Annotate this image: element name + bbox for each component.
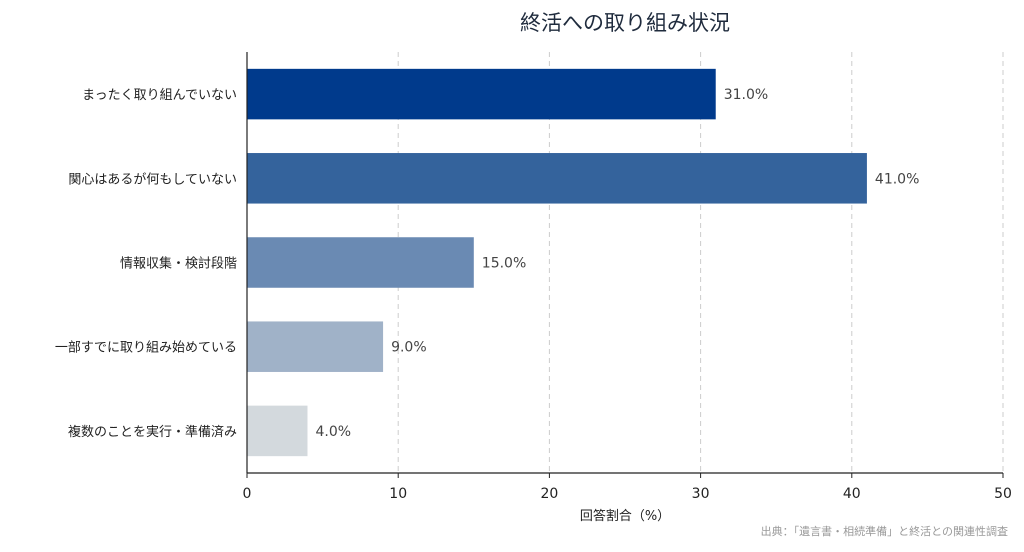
data-labels: 31.0% 41.0% 15.0% 9.0% 4.0% [315, 87, 919, 440]
data-label-0: 31.0% [724, 87, 768, 103]
x-tick-label-10: 10 [389, 486, 407, 502]
category-label-0: まったく取り組んでいない [82, 88, 237, 103]
chart-title: 終活への取り組み状況 [520, 11, 730, 35]
bar-3 [247, 321, 384, 372]
data-label-2: 15.0% [482, 256, 526, 272]
x-tick-label-0: 0 [243, 486, 252, 502]
x-tick-label-50: 50 [994, 486, 1012, 502]
bar-4 [247, 405, 308, 457]
data-label-4: 4.0% [315, 424, 351, 440]
bar-1 [247, 153, 867, 204]
bar-2 [247, 237, 474, 288]
category-label-1: 関心はあるが何もしていない [68, 171, 237, 187]
category-label-2: 情報収集・検討段階 [120, 256, 237, 272]
x-tick-label-30: 30 [692, 486, 710, 502]
category-labels: まったく取り組んでいない関心はあるが何もしていない情報収集・検討段階一部すでに取… [55, 88, 237, 440]
x-tick-label-40: 40 [843, 486, 861, 502]
axes [246, 52, 1003, 474]
bar-0 [247, 68, 716, 120]
data-label-1: 41.0% [875, 171, 919, 187]
bars [247, 68, 867, 457]
category-label-4: 複数のことを実行・準備済み [68, 424, 237, 440]
x-axis-label: 回答割合（%） [580, 508, 670, 524]
x-tick-label-20: 20 [540, 486, 558, 502]
category-label-3: 一部すでに取り組み始めている [55, 341, 237, 356]
source-note: 出典：「遺言書・相続準備」と終活との関連性調査 [761, 524, 1008, 538]
data-label-3: 9.0% [391, 340, 427, 356]
x-tick-labels: 0 10 20 30 40 50 [243, 473, 1012, 502]
